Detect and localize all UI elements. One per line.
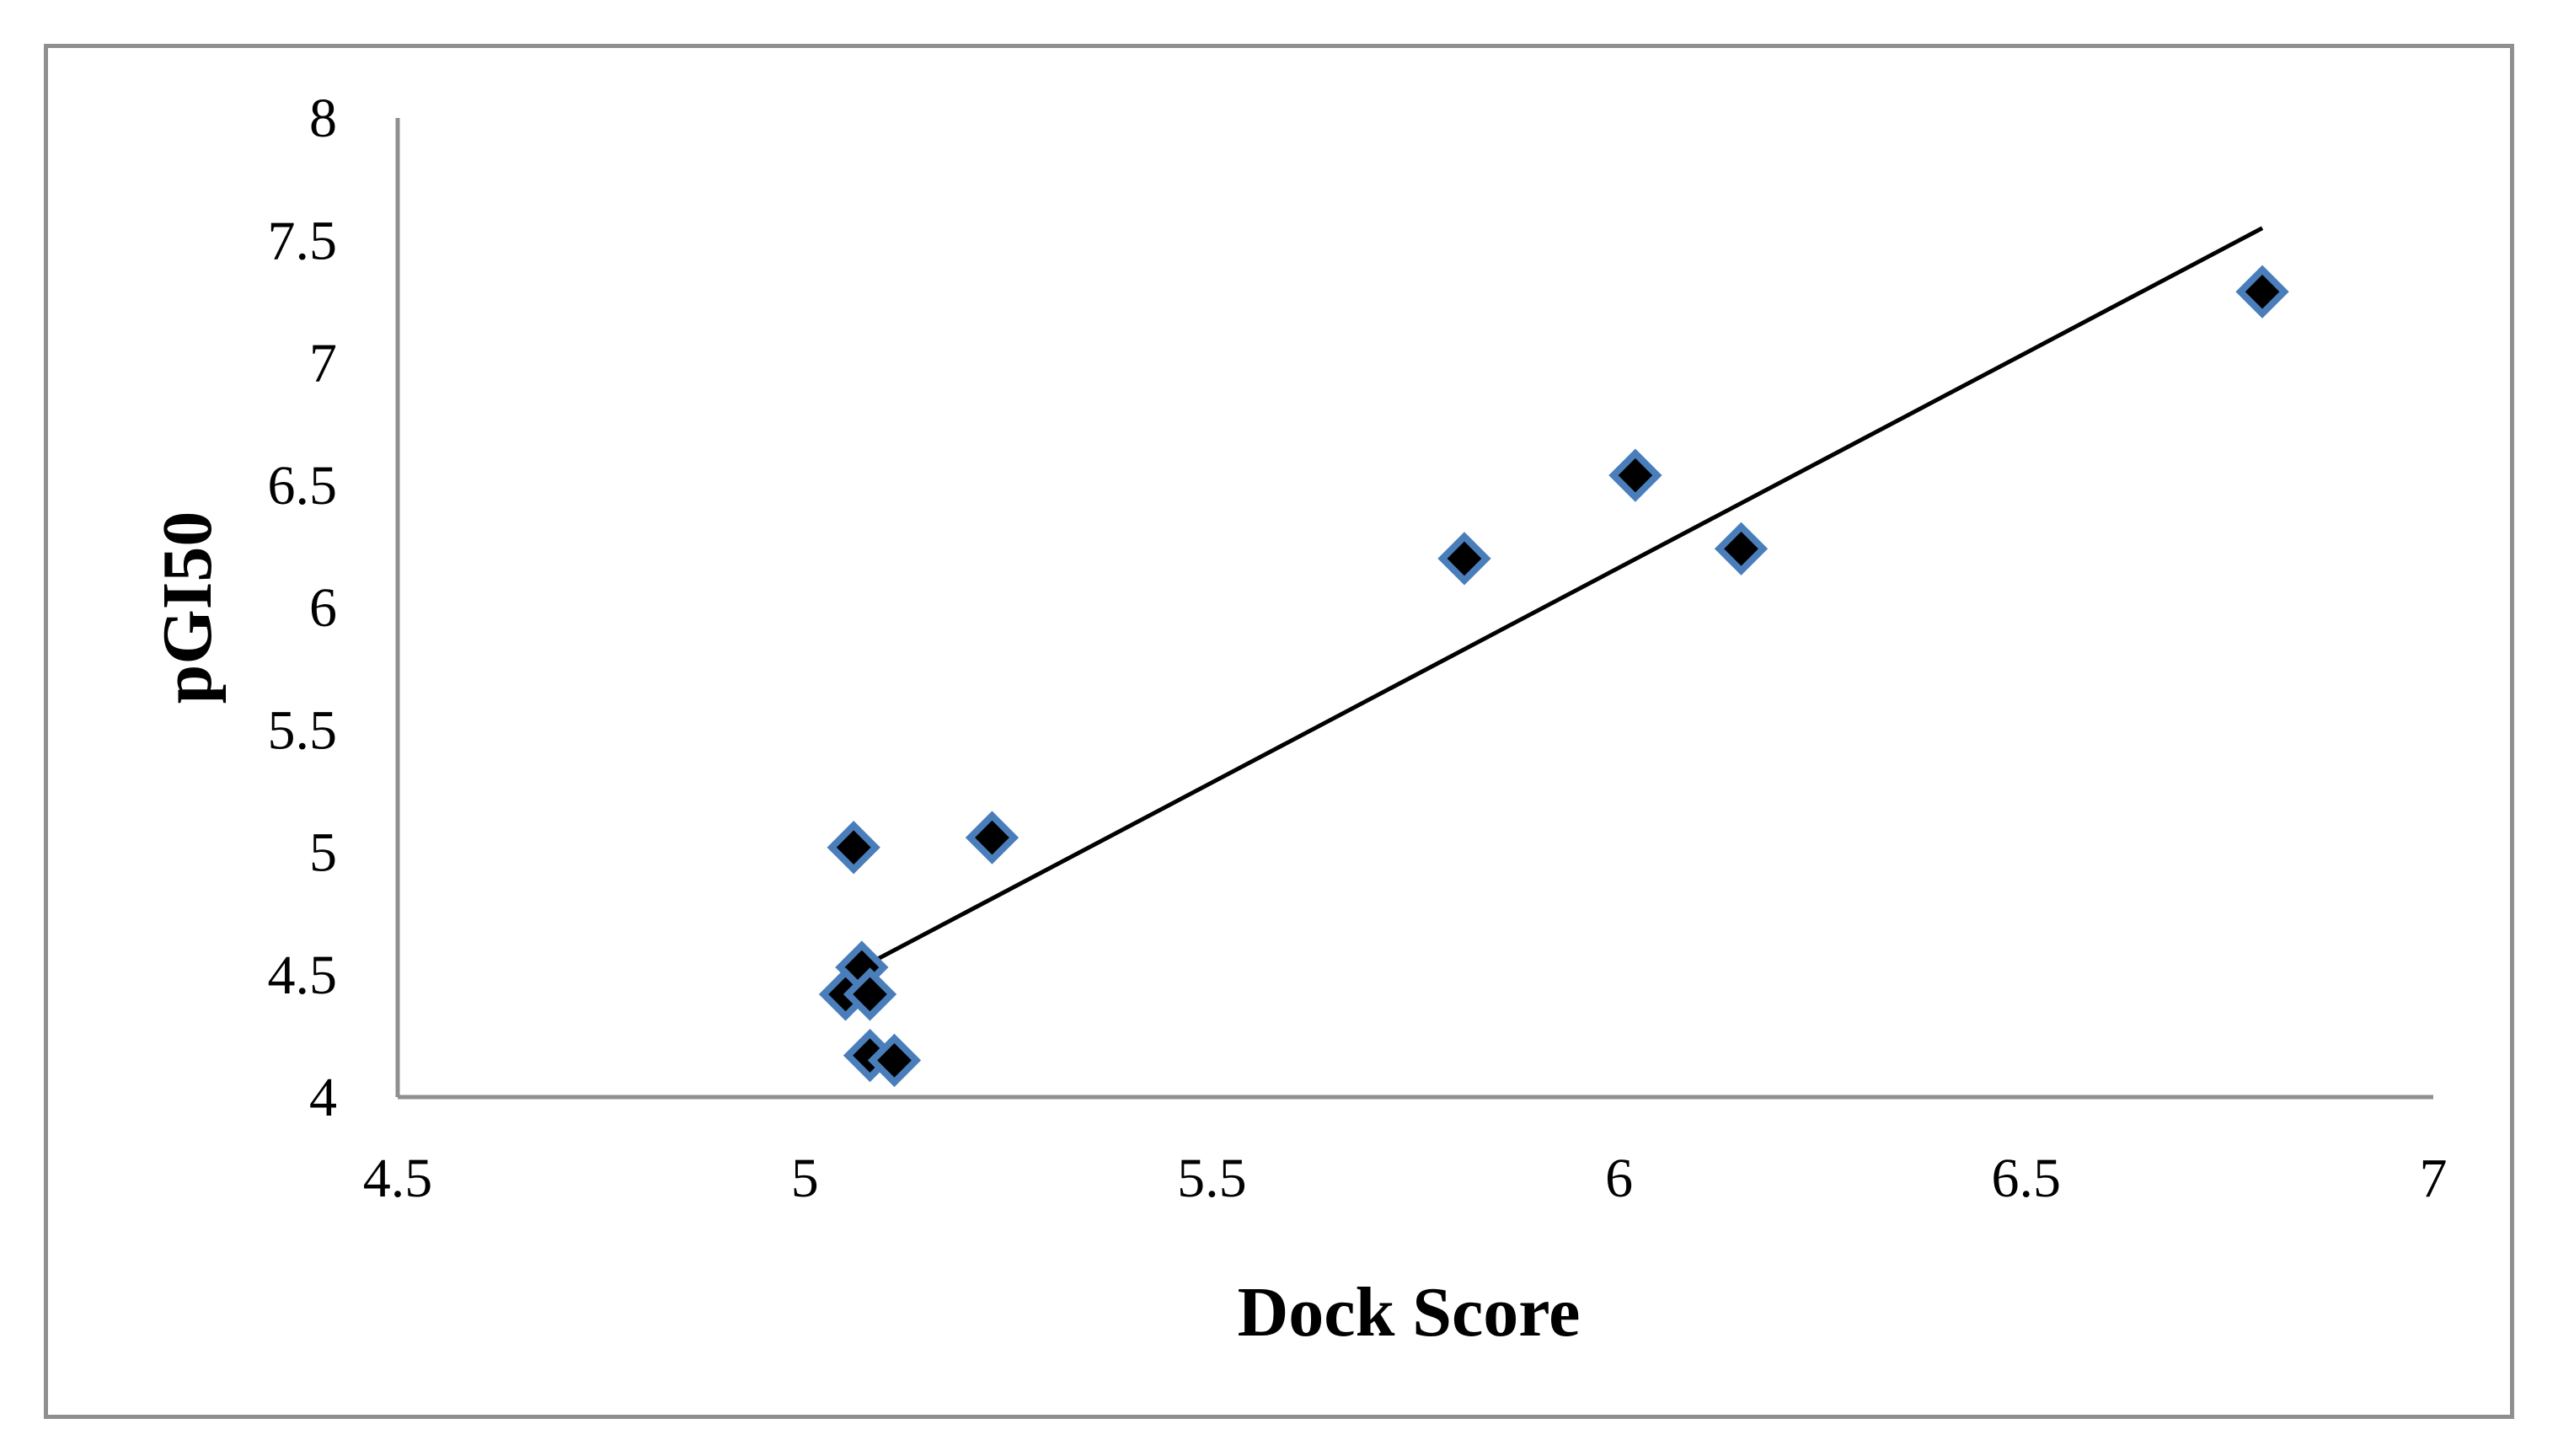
y-tick-label: 5.5: [268, 699, 338, 761]
x-tick-label: 4.5: [363, 1148, 433, 1209]
x-tick-label: 6.5: [1992, 1148, 2062, 1209]
y-tick-label: 6.5: [268, 455, 338, 517]
y-tick-label: 7.5: [268, 210, 338, 271]
data-point: [965, 811, 1019, 864]
data-point: [2235, 265, 2289, 318]
axes: [395, 118, 2433, 1100]
x-tick-label: 5.5: [1177, 1148, 1247, 1209]
data-point: [1437, 532, 1491, 586]
y-tick-label: 4.5: [268, 945, 338, 1006]
y-tick-labels: 4 4.5 5 5.5 6 6.5 7 7.5 8: [268, 88, 338, 1128]
data-point: [1608, 448, 1662, 502]
data-point: [827, 821, 880, 875]
data-point: [843, 967, 897, 1021]
y-tick-label: 8: [309, 88, 337, 149]
chart-frame: [44, 44, 2514, 1419]
data-point: [867, 1033, 922, 1088]
x-tick-label: 6: [1605, 1148, 1633, 1209]
x-tick-label: 7: [2420, 1148, 2448, 1209]
x-tick-labels: 4.5 5 5.5 6 6.5 7: [363, 1148, 2448, 1209]
data-point: [1714, 522, 1769, 575]
y-tick-label: 6: [309, 577, 337, 639]
y-axis-title: pGI50: [148, 511, 227, 704]
trendline: [860, 226, 2264, 970]
y-tick-label: 5: [309, 822, 337, 884]
data-points: [818, 265, 2289, 1088]
y-tick-label: 7: [309, 333, 337, 394]
y-tick-label: 4: [309, 1067, 337, 1128]
x-tick-label: 5: [791, 1148, 819, 1209]
x-axis-title: Dock Score: [1238, 1273, 1581, 1352]
